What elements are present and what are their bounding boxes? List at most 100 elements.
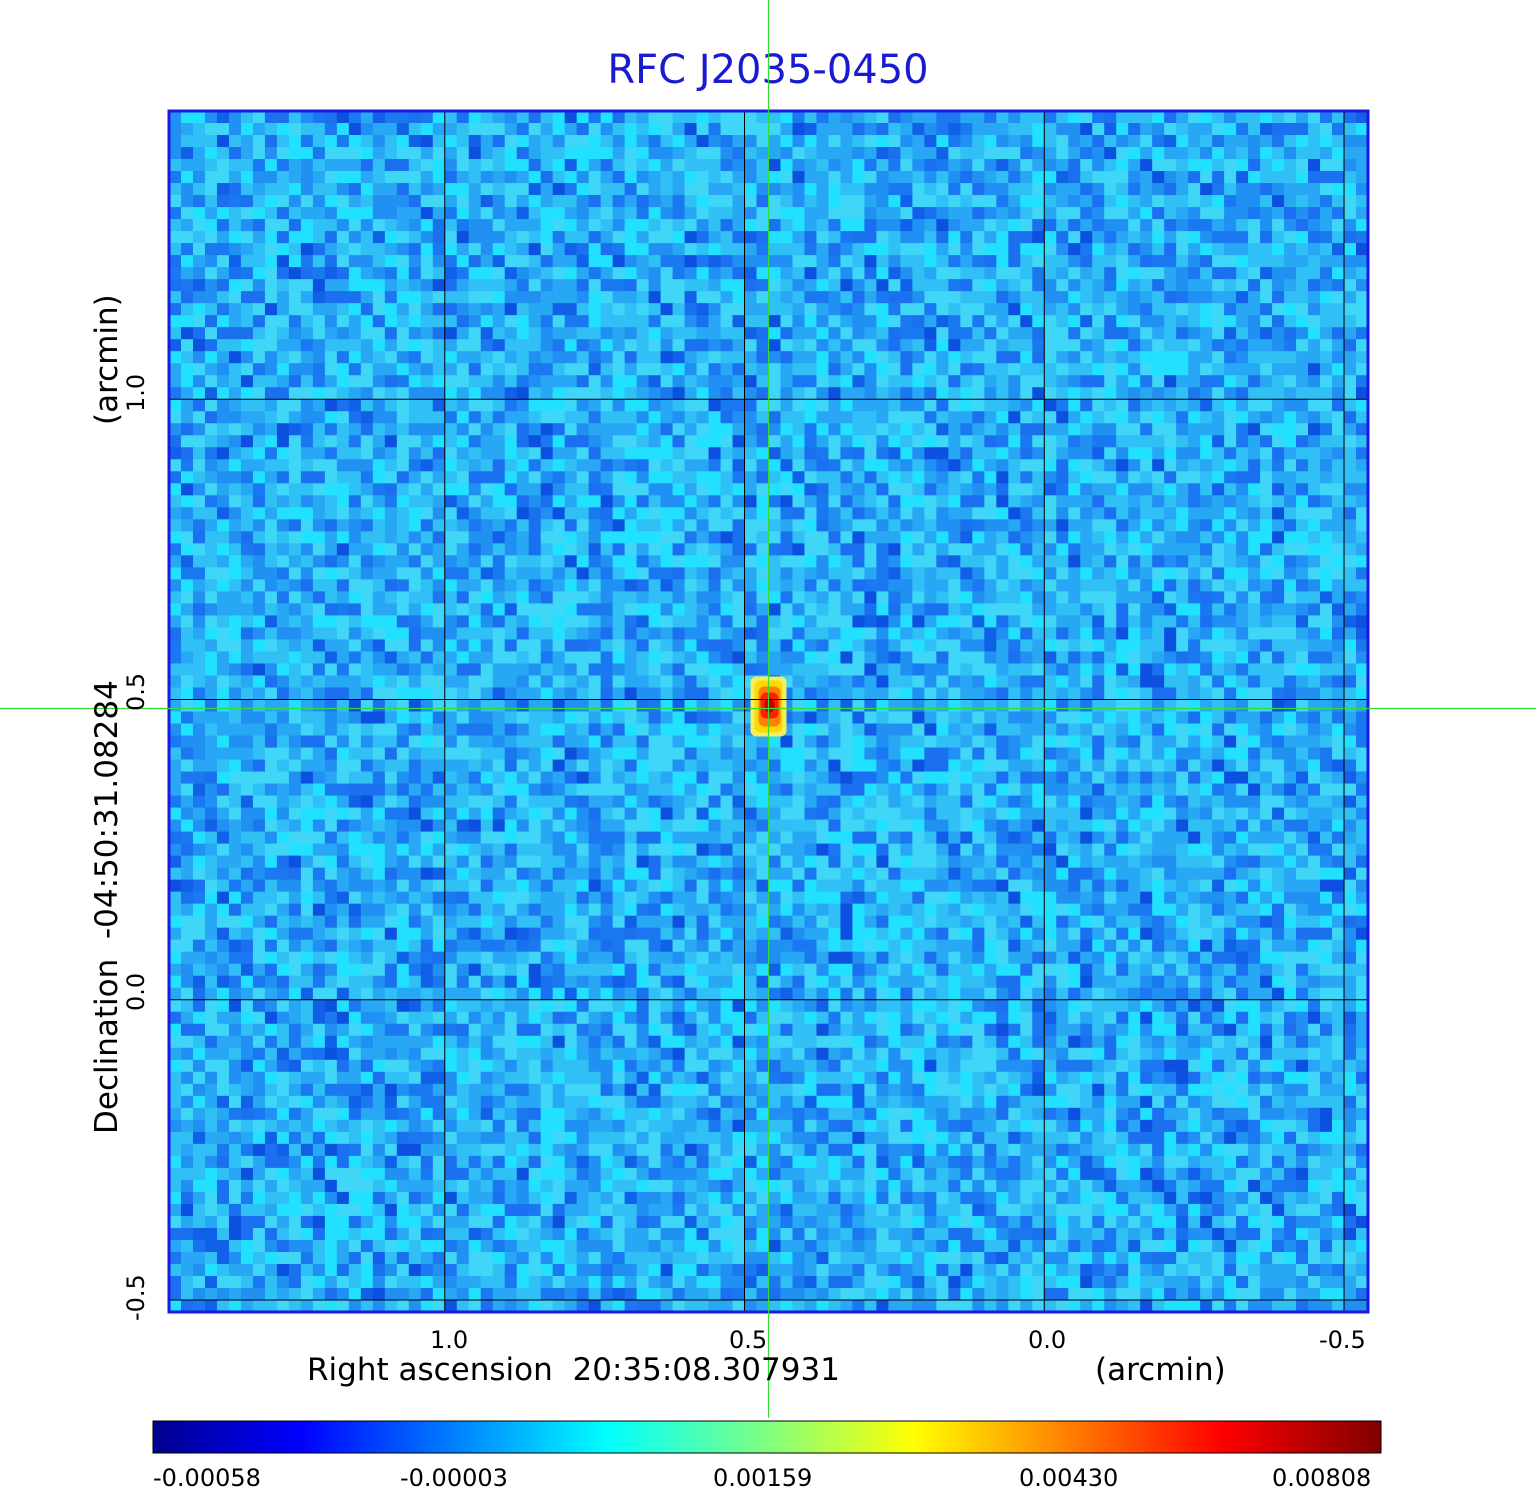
heatmap-cell <box>348 291 362 304</box>
heatmap-cell <box>528 195 542 208</box>
heatmap-cell <box>180 387 194 400</box>
heatmap-cell <box>1320 111 1333 124</box>
heatmap-cell <box>588 447 602 460</box>
heatmap-cell <box>1128 411 1141 424</box>
heatmap-cell <box>600 387 614 400</box>
heatmap-cell <box>984 615 997 629</box>
heatmap-cell <box>1308 255 1321 268</box>
heatmap-cell <box>960 507 973 520</box>
heatmap-cell <box>864 615 878 629</box>
heatmap-cell <box>732 435 746 448</box>
heatmap-cell <box>300 255 314 268</box>
heatmap-cell <box>444 207 458 220</box>
heatmap-cell <box>744 267 758 280</box>
heatmap-cell <box>708 687 722 701</box>
heatmap-cell <box>960 615 973 629</box>
heatmap-cell <box>708 231 722 244</box>
heatmap-cell <box>372 123 386 136</box>
heatmap-cell <box>276 435 290 448</box>
heatmap-cell <box>672 171 686 184</box>
heatmap-cell <box>1176 399 1189 412</box>
heatmap-cell <box>420 411 434 424</box>
heatmap-cell <box>1152 519 1165 532</box>
heatmap-cell <box>1080 135 1093 148</box>
heatmap-cell <box>624 591 638 605</box>
heatmap-cell <box>1272 399 1285 412</box>
heatmap-cell <box>1320 483 1333 496</box>
heatmap-cell <box>456 399 470 412</box>
heatmap-cell <box>204 339 218 352</box>
heatmap-cell <box>300 303 314 316</box>
heatmap-cell <box>852 387 866 400</box>
heatmap-cell <box>456 555 470 568</box>
heatmap-cell <box>528 135 542 148</box>
heatmap-cell <box>828 195 842 208</box>
heatmap-cell <box>1056 615 1069 629</box>
heatmap-cell <box>1188 579 1201 592</box>
heatmap-cell <box>468 423 482 436</box>
heatmap-cell <box>600 675 614 689</box>
heatmap-cell <box>1140 123 1153 136</box>
heatmap-cell <box>1068 555 1081 568</box>
heatmap-cell <box>1032 567 1045 580</box>
heatmap-cell <box>924 459 937 472</box>
heatmap-cell <box>1356 471 1369 484</box>
heatmap-cell <box>1200 495 1213 508</box>
heatmap-cell <box>1248 507 1261 520</box>
heatmap-cell <box>1272 663 1285 677</box>
heatmap-cell <box>1332 255 1345 268</box>
heatmap-cell <box>360 339 374 352</box>
heatmap-cell <box>204 675 218 689</box>
heatmap-cell <box>252 267 266 280</box>
heatmap-cell <box>720 591 734 605</box>
heatmap-cell <box>732 147 746 160</box>
heatmap-cell <box>828 183 842 196</box>
heatmap-cell <box>1224 255 1237 268</box>
heatmap-cell <box>1104 627 1117 641</box>
heatmap-cell <box>624 291 638 304</box>
heatmap-cell <box>384 231 398 244</box>
heatmap-cell <box>936 375 949 388</box>
heatmap-cell <box>1356 291 1369 304</box>
heatmap-cell <box>1032 447 1045 460</box>
heatmap-cell <box>984 387 997 400</box>
heatmap-cell <box>1116 519 1129 532</box>
heatmap-cell <box>492 435 506 448</box>
heatmap-cell <box>804 483 818 496</box>
heatmap-cell <box>756 663 770 677</box>
heatmap-cell <box>312 159 326 172</box>
heatmap-cell <box>528 339 542 352</box>
heatmap-cell <box>576 159 590 172</box>
heatmap-cell <box>972 555 985 568</box>
heatmap-cell <box>1080 615 1093 629</box>
heatmap-cell <box>1212 651 1225 665</box>
heatmap-cell <box>1020 387 1033 400</box>
heatmap-cell <box>660 687 674 701</box>
heatmap-cell <box>1020 279 1033 292</box>
heatmap-cell <box>612 111 626 124</box>
heatmap-cell <box>1356 447 1369 460</box>
heatmap-cell <box>192 567 206 580</box>
heatmap-cell <box>696 183 710 196</box>
heatmap-cell <box>1272 315 1285 328</box>
heatmap-cell <box>288 435 302 448</box>
heatmap-cell <box>588 435 602 448</box>
heatmap-cell <box>624 459 638 472</box>
heatmap-cell <box>648 315 662 328</box>
heatmap-cell <box>1272 231 1285 244</box>
heatmap-cell <box>516 207 530 220</box>
heatmap-cell <box>312 135 326 148</box>
heatmap-cell <box>240 111 254 124</box>
heatmap-cell <box>888 687 901 701</box>
heatmap-cell <box>1320 435 1333 448</box>
heatmap-cell <box>540 195 554 208</box>
heatmap-cell <box>1188 123 1201 136</box>
heatmap-cell <box>912 171 925 184</box>
heatmap-cell <box>480 255 494 268</box>
heatmap-cell <box>780 555 794 568</box>
heatmap-cell <box>300 399 314 412</box>
heatmap-cell <box>996 315 1009 328</box>
heatmap-cell <box>648 231 662 244</box>
heatmap-cell <box>960 543 973 556</box>
heatmap-cell <box>312 471 326 484</box>
